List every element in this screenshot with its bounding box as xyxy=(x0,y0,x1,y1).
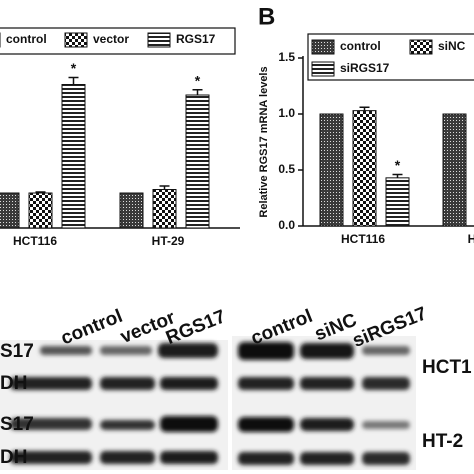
legend-label: control xyxy=(6,32,47,46)
x-tick-label: HCT116 xyxy=(13,234,57,248)
bar xyxy=(385,177,410,227)
bar xyxy=(61,84,86,229)
blot-right xyxy=(232,336,416,470)
bar xyxy=(185,94,210,229)
y-tick-label: 0.0 xyxy=(278,218,295,232)
legend-label: control xyxy=(340,39,381,53)
legend-swatch xyxy=(311,61,335,77)
error-bar xyxy=(359,106,370,111)
row-label: DH xyxy=(0,373,27,394)
bar xyxy=(119,192,144,229)
legend-box xyxy=(0,27,236,55)
legend-swatch xyxy=(409,39,433,55)
y-tick-label: 1.0 xyxy=(278,106,295,120)
legend-box xyxy=(307,33,474,81)
y-axis-label: Relative RGS17 mRNA levels xyxy=(258,66,270,217)
legend-label: siNC xyxy=(438,39,466,53)
x-tick-label: HT-29 xyxy=(152,234,185,248)
bar xyxy=(0,192,20,229)
y-tick-label: 1.5 xyxy=(278,50,295,64)
x-tick-label: H xyxy=(468,232,474,246)
significance-mark: * xyxy=(71,60,77,76)
cell-line-label: HCT1 xyxy=(422,357,472,378)
chart: control vector RGS17 HCT116 * HT-29 * xyxy=(0,27,240,248)
legend-label: vector xyxy=(93,32,129,46)
x-tick-label: HCT116 xyxy=(341,232,385,246)
row-label: S17 xyxy=(0,341,34,362)
error-bar xyxy=(192,89,203,95)
bar xyxy=(28,192,53,229)
row-label: DH xyxy=(0,447,27,468)
error-bar xyxy=(35,191,46,193)
error-bar xyxy=(159,185,170,190)
significance-mark: * xyxy=(395,157,401,173)
bar xyxy=(319,113,344,227)
blot-left xyxy=(0,340,228,470)
bar xyxy=(152,189,177,229)
chart: 0.0 0.5 1.0 1.5 Relative RGS17 mRNA levels co… xyxy=(258,33,474,246)
bar xyxy=(442,113,467,227)
significance-mark: * xyxy=(195,72,201,88)
legend-swatch xyxy=(311,39,335,55)
row-label: S17 xyxy=(0,414,34,435)
panel-label: B xyxy=(258,3,275,30)
bar xyxy=(352,110,377,227)
error-bar xyxy=(392,173,403,178)
legend-label: RGS17 xyxy=(176,32,216,46)
error-bar xyxy=(68,76,79,85)
legend-swatch xyxy=(64,32,88,48)
legend-swatch xyxy=(147,32,171,48)
legend-label: siRGS17 xyxy=(340,61,390,75)
y-tick-label: 0.5 xyxy=(278,162,295,176)
cell-line-label: HT-2 xyxy=(422,431,463,452)
